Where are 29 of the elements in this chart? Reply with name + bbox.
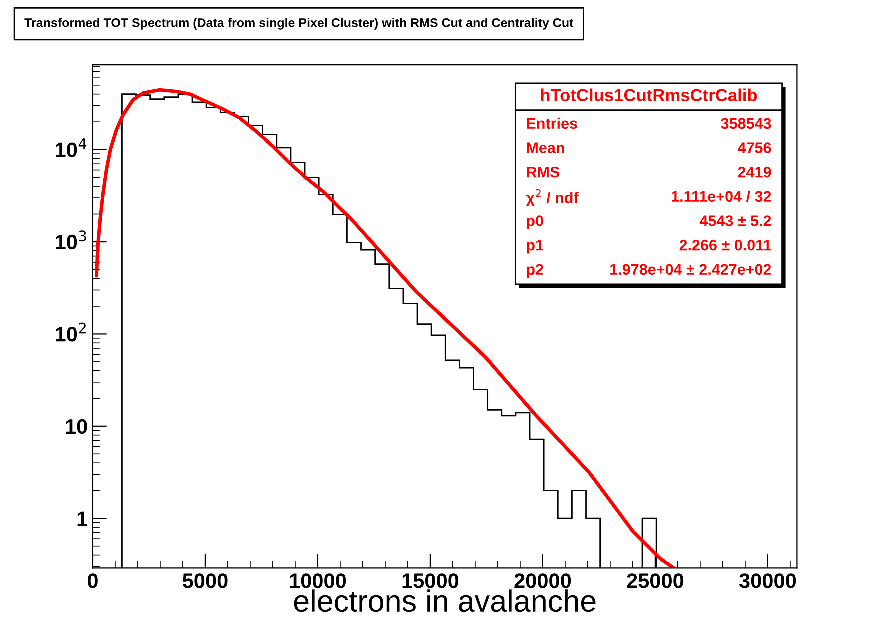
- annotation: p0: [527, 216, 544, 230]
- annotation: p2: [527, 264, 544, 278]
- annotation: hTotClus1CutRmsCtrCalib: [541, 88, 758, 102]
- annotation: Entries: [527, 118, 578, 130]
- annotation: 4543 ± 5.2: [700, 216, 772, 226]
- annotation: Mean: [527, 142, 564, 154]
- annotation: 1.111e+04 / 32: [672, 190, 772, 202]
- y-tick-label: 10$^{2}$: [56, 322, 86, 342]
- x-tick-label: 30000: [739, 574, 796, 588]
- y-tick-label: 10$^{4}$: [56, 138, 87, 158]
- x-axis-title: electrons in avalanche: [294, 590, 596, 612]
- annotation: p1: [527, 240, 544, 254]
- chart-title: Transformed TOT Spectrum (Data from single Pixel Cluster) with RMS Cut and Centrality Cut: [24, 18, 574, 30]
- annotation: RMS: [527, 166, 560, 178]
- annotation: 1.978e+04 ± 2.427e+02: [610, 264, 772, 276]
- annotation: 2.266 ± 0.011: [680, 240, 772, 251]
- x-tick-label: 10000: [290, 574, 346, 588]
- x-tick-label: 0: [88, 574, 98, 588]
- annotation: 2419: [738, 166, 772, 178]
- y-tick-label: 10$^{3}$: [56, 230, 86, 250]
- annotation: 358543: [721, 118, 772, 130]
- x-tick-label: 25000: [627, 574, 684, 588]
- x-tick-label: 20000: [514, 574, 572, 588]
- x-tick-label: 15000: [402, 574, 459, 588]
- annotation: χ$^{2}$ / ndf: [526, 189, 579, 206]
- annotation: 4756: [738, 142, 772, 154]
- y-tick-label: 10: [66, 419, 88, 434]
- y-tick-label: 1: [78, 512, 88, 526]
- x-tick-label: 5000: [182, 574, 228, 588]
